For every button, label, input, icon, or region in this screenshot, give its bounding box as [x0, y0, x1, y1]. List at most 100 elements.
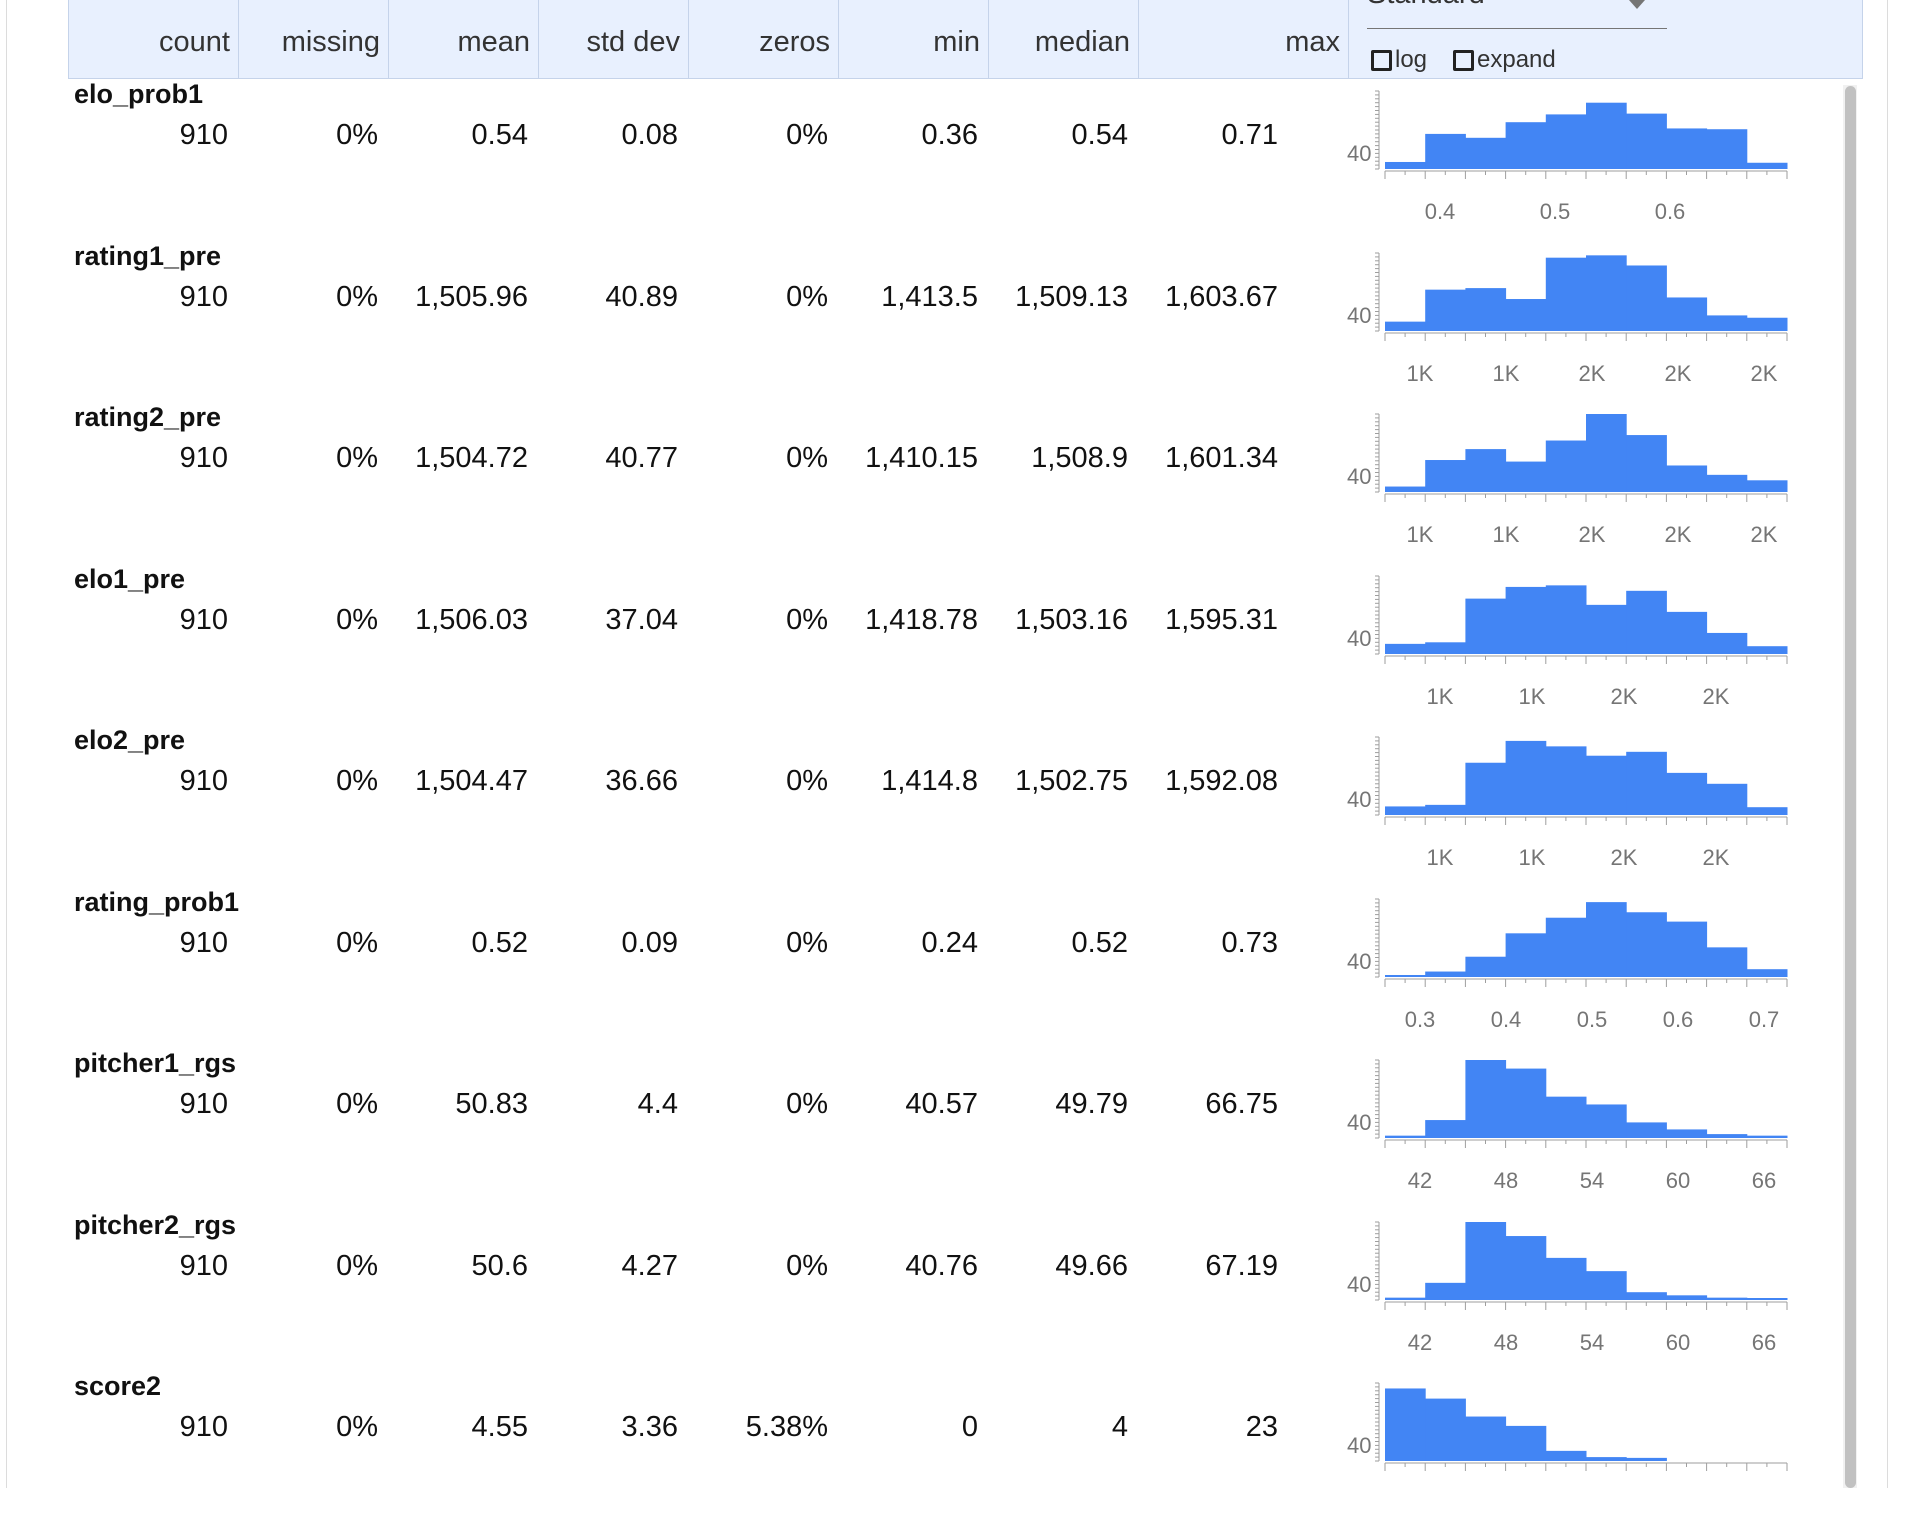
histogram-bar[interactable]: [1586, 102, 1627, 169]
histogram-bar[interactable]: [1545, 917, 1587, 977]
histogram-bar[interactable]: [1545, 257, 1587, 331]
histogram-bar[interactable]: [1465, 137, 1507, 169]
histogram-bar[interactable]: [1626, 1122, 1667, 1138]
histogram-bar[interactable]: [1626, 1457, 1667, 1461]
histogram-bar[interactable]: [1746, 969, 1788, 977]
histogram-bar[interactable]: [1505, 1425, 1547, 1461]
header-std-dev[interactable]: std dev: [539, 0, 689, 78]
header-zeros[interactable]: zeros: [689, 0, 839, 78]
scrollbar-thumb[interactable]: [1845, 86, 1856, 1488]
histogram-bar[interactable]: [1545, 440, 1587, 492]
header-count[interactable]: count: [69, 0, 239, 78]
histogram-bar[interactable]: [1666, 297, 1708, 331]
histogram-bar[interactable]: [1626, 590, 1667, 654]
histogram-bar[interactable]: [1706, 1134, 1748, 1138]
histogram-bar[interactable]: [1545, 1257, 1587, 1300]
histogram-bar[interactable]: [1425, 133, 1466, 169]
histogram-bar[interactable]: [1706, 783, 1748, 815]
histogram-bar[interactable]: [1746, 317, 1788, 331]
histogram-bar[interactable]: [1545, 1096, 1587, 1138]
histogram-bar[interactable]: [1425, 289, 1466, 331]
histogram-bar[interactable]: [1425, 1120, 1466, 1138]
histogram-bar[interactable]: [1425, 1398, 1466, 1461]
header-mean[interactable]: mean: [389, 0, 539, 78]
histogram-bar[interactable]: [1545, 1450, 1587, 1461]
histogram-bar[interactable]: [1385, 486, 1426, 492]
histogram-bar[interactable]: [1666, 1295, 1708, 1300]
histogram-bar[interactable]: [1706, 947, 1748, 977]
histogram-bar[interactable]: [1465, 449, 1507, 492]
log-checkbox-box[interactable]: [1371, 49, 1392, 71]
histogram-bar[interactable]: [1425, 804, 1466, 815]
histogram-bar[interactable]: [1505, 1068, 1547, 1138]
histogram-bar[interactable]: [1385, 1297, 1426, 1300]
histogram-bar[interactable]: [1385, 975, 1426, 977]
histogram-bar[interactable]: [1505, 299, 1547, 331]
histogram-bar[interactable]: [1626, 751, 1667, 815]
histogram-bar[interactable]: [1746, 480, 1788, 492]
histogram-bar[interactable]: [1746, 1135, 1788, 1138]
histogram-bar[interactable]: [1465, 762, 1507, 815]
header-min[interactable]: min: [839, 0, 989, 78]
histogram-bar[interactable]: [1465, 1060, 1507, 1138]
histogram-bar[interactable]: [1425, 460, 1466, 492]
histogram-bar[interactable]: [1505, 122, 1547, 169]
histogram-bar[interactable]: [1666, 1129, 1708, 1138]
histogram-bar[interactable]: [1545, 114, 1587, 169]
histogram-bar[interactable]: [1385, 161, 1426, 169]
histogram-bar[interactable]: [1666, 921, 1708, 977]
histogram-bar[interactable]: [1465, 1222, 1507, 1300]
histogram-bar[interactable]: [1425, 1282, 1466, 1300]
histogram-bar[interactable]: [1385, 1135, 1426, 1138]
histogram-bar[interactable]: [1626, 265, 1667, 331]
expand-checkbox-box[interactable]: [1453, 49, 1474, 71]
expand-checkbox[interactable]: expand: [1453, 46, 1556, 74]
histogram-bar[interactable]: [1385, 321, 1426, 331]
histogram-bar[interactable]: [1586, 902, 1627, 977]
histogram-bar[interactable]: [1505, 586, 1547, 654]
header-median[interactable]: median: [989, 0, 1139, 78]
histogram-bar[interactable]: [1626, 912, 1667, 977]
histogram-bar[interactable]: [1626, 435, 1667, 492]
histogram-bar[interactable]: [1706, 474, 1748, 492]
histogram-bar[interactable]: [1385, 1388, 1426, 1461]
histogram-bar[interactable]: [1505, 1236, 1547, 1300]
chart-scale-select[interactable]: Standard: [1367, 0, 1667, 29]
header-missing[interactable]: missing: [239, 0, 389, 78]
histogram-bar[interactable]: [1626, 113, 1667, 169]
histogram-bar[interactable]: [1586, 1457, 1627, 1461]
histogram-bar[interactable]: [1586, 1271, 1627, 1300]
histogram-bar[interactable]: [1425, 642, 1466, 654]
histogram-bar[interactable]: [1385, 643, 1426, 654]
histogram-bar[interactable]: [1425, 971, 1466, 977]
header-max[interactable]: max: [1139, 0, 1349, 78]
histogram-bar[interactable]: [1385, 806, 1426, 815]
histogram-bar[interactable]: [1746, 646, 1788, 654]
histogram-bar[interactable]: [1746, 1298, 1788, 1300]
histogram-bar[interactable]: [1505, 933, 1547, 977]
histogram-bar[interactable]: [1626, 1292, 1667, 1300]
histogram-bar[interactable]: [1465, 956, 1507, 977]
histogram-bar[interactable]: [1706, 315, 1748, 331]
histogram-bar[interactable]: [1706, 632, 1748, 654]
histogram-bar[interactable]: [1465, 1416, 1507, 1461]
histogram-bar[interactable]: [1666, 465, 1708, 492]
histogram-bar[interactable]: [1586, 755, 1627, 815]
histogram-bar[interactable]: [1746, 162, 1788, 169]
histogram-bar[interactable]: [1465, 288, 1507, 331]
histogram-bar[interactable]: [1505, 461, 1547, 492]
histogram-bar[interactable]: [1545, 585, 1587, 654]
histogram-bar[interactable]: [1505, 740, 1547, 815]
histogram-bar[interactable]: [1666, 128, 1708, 169]
histogram-bar[interactable]: [1746, 807, 1788, 815]
histogram-bar[interactable]: [1666, 611, 1708, 654]
histogram-bar[interactable]: [1706, 1297, 1748, 1300]
histogram-bar[interactable]: [1545, 746, 1587, 815]
histogram-bar[interactable]: [1586, 1104, 1627, 1138]
histogram-bar[interactable]: [1666, 772, 1708, 815]
histogram-bar[interactable]: [1465, 598, 1507, 654]
histogram-bar[interactable]: [1586, 255, 1627, 331]
histogram-bar[interactable]: [1586, 604, 1627, 654]
histogram-bar[interactable]: [1706, 129, 1748, 169]
histogram-bar[interactable]: [1586, 414, 1627, 492]
